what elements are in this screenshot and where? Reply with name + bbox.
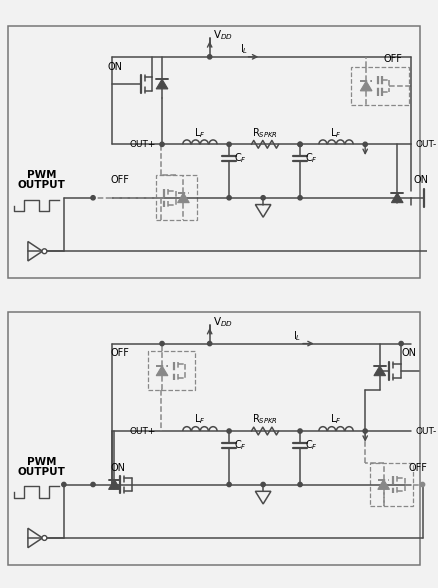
Circle shape (91, 482, 95, 487)
Text: OUT+: OUT+ (130, 426, 156, 436)
Text: ON: ON (413, 175, 428, 185)
Text: L$_F$: L$_F$ (194, 413, 205, 426)
Polygon shape (391, 193, 402, 203)
Text: L$_F$: L$_F$ (329, 413, 341, 426)
Circle shape (398, 342, 403, 346)
Text: ON: ON (110, 463, 125, 473)
Text: L$_F$: L$_F$ (194, 126, 205, 139)
Text: OUTPUT: OUTPUT (18, 180, 65, 190)
Polygon shape (108, 480, 120, 489)
Circle shape (297, 429, 301, 433)
Bar (8, 26, 419, 279)
Text: OUT-: OUT- (415, 426, 436, 436)
Circle shape (297, 142, 301, 146)
Circle shape (159, 342, 164, 346)
Bar (156, 175, 197, 220)
Polygon shape (156, 366, 167, 376)
Bar (350, 66, 408, 105)
Circle shape (297, 142, 301, 146)
Circle shape (207, 342, 211, 346)
Bar (148, 352, 194, 390)
Circle shape (42, 536, 47, 540)
Text: V$_{DD}$: V$_{DD}$ (212, 315, 232, 329)
Circle shape (207, 55, 211, 59)
Text: V$_{DD}$: V$_{DD}$ (212, 29, 232, 42)
Text: ON: ON (400, 348, 415, 358)
Text: I$_L$: I$_L$ (292, 329, 300, 343)
Text: L$_F$: L$_F$ (329, 126, 341, 139)
Text: C$_F$: C$_F$ (234, 151, 247, 165)
Circle shape (297, 196, 301, 200)
Text: OFF: OFF (408, 463, 427, 473)
Text: OUT+: OUT+ (130, 140, 156, 149)
Circle shape (42, 249, 47, 253)
Polygon shape (177, 193, 189, 203)
Text: OFF: OFF (383, 54, 402, 64)
Circle shape (261, 196, 265, 200)
Polygon shape (377, 480, 389, 489)
Circle shape (297, 482, 301, 487)
Text: OUTPUT: OUTPUT (18, 467, 65, 477)
Text: OUT-: OUT- (415, 140, 436, 149)
Circle shape (420, 482, 424, 487)
Polygon shape (373, 366, 385, 376)
Text: C$_F$: C$_F$ (304, 151, 318, 165)
Text: PWM: PWM (27, 457, 56, 467)
Text: OFF: OFF (110, 175, 129, 185)
Text: OFF: OFF (110, 348, 129, 358)
Text: I$_L$: I$_L$ (239, 42, 247, 56)
Polygon shape (156, 79, 167, 89)
Circle shape (62, 482, 66, 487)
Circle shape (261, 482, 265, 487)
Text: R$_{SPKR}$: R$_{SPKR}$ (251, 126, 277, 139)
Bar (369, 463, 412, 506)
Circle shape (226, 142, 231, 146)
Circle shape (159, 142, 164, 146)
Bar (8, 312, 419, 565)
Circle shape (362, 142, 367, 146)
Circle shape (91, 196, 95, 200)
Circle shape (362, 429, 367, 433)
Circle shape (226, 482, 231, 487)
Text: ON: ON (107, 62, 122, 72)
Text: C$_F$: C$_F$ (234, 437, 247, 452)
Circle shape (226, 429, 231, 433)
Text: PWM: PWM (27, 171, 56, 181)
Polygon shape (360, 81, 371, 91)
Text: C$_F$: C$_F$ (304, 437, 318, 452)
Circle shape (226, 196, 231, 200)
Text: R$_{SPKR}$: R$_{SPKR}$ (251, 413, 277, 426)
